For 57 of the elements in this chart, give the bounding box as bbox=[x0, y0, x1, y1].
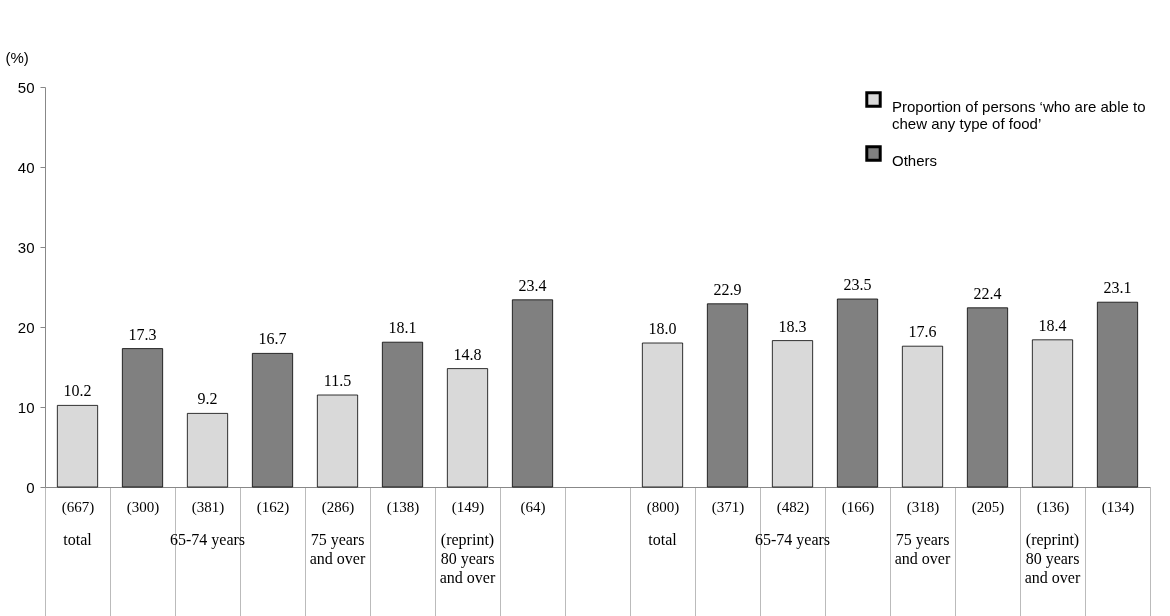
text: 75 years and over bbox=[309, 531, 366, 567]
y-axis-title: (%) bbox=[5, 48, 29, 66]
x-tick-label: (136) bbox=[1036, 498, 1070, 516]
bar bbox=[186, 413, 229, 488]
text: total bbox=[63, 531, 93, 548]
x-tick-label: (371) bbox=[711, 498, 745, 516]
data-label: 23.5 bbox=[843, 276, 872, 293]
data-label: 23.4 bbox=[518, 276, 547, 294]
x-tick-label: (166) bbox=[841, 498, 875, 516]
bar bbox=[1031, 339, 1074, 488]
bar bbox=[56, 405, 99, 488]
legend-label: Proportion of persons ‘who are able to chew any type of food’ bbox=[892, 97, 1146, 132]
data-label: 23.1 bbox=[1103, 279, 1132, 297]
y-tick-label: 20 bbox=[17, 318, 35, 336]
y-tick-label: 40 bbox=[17, 158, 35, 176]
y-tick-label: 10 bbox=[17, 398, 35, 416]
x-tick-label: (381) bbox=[191, 498, 225, 516]
x-tick-label: (667) bbox=[61, 498, 95, 516]
data-label: 18.0 bbox=[648, 320, 677, 337]
data-label: 22.4 bbox=[973, 284, 1002, 302]
x-tick-label: (149) bbox=[451, 498, 485, 516]
y-tick-label: 50 bbox=[17, 78, 35, 96]
data-label: 10.2 bbox=[63, 382, 92, 400]
data-label: 16.7 bbox=[258, 330, 287, 348]
y-tick-label: 0 bbox=[26, 478, 35, 496]
data-label: 11.5 bbox=[323, 372, 352, 389]
x-tick-label: (134) bbox=[1101, 498, 1135, 516]
text: total bbox=[648, 531, 678, 548]
text: 75 years and over bbox=[894, 531, 951, 567]
text: 65-74 years bbox=[754, 531, 831, 549]
data-label: 22.9 bbox=[713, 280, 742, 298]
legend-label: Others bbox=[892, 151, 938, 169]
x-tick-label: (800) bbox=[646, 498, 680, 516]
data-label: 18.4 bbox=[1038, 316, 1067, 334]
bar bbox=[771, 340, 814, 488]
x-tick-label: (318) bbox=[906, 498, 940, 516]
x-tick-label: (138) bbox=[386, 498, 420, 516]
bar bbox=[641, 342, 684, 488]
text: 65-74 years bbox=[169, 531, 246, 549]
data-label: 17.3 bbox=[128, 325, 157, 343]
text: (reprint) 80 years and over bbox=[439, 531, 496, 586]
data-label: 18.3 bbox=[778, 317, 807, 335]
data-label: 14.8 bbox=[453, 345, 482, 363]
data-label: 9.2 bbox=[197, 390, 218, 408]
x-tick-label: (162) bbox=[256, 498, 290, 516]
x-tick-label: (300) bbox=[126, 498, 160, 516]
bar bbox=[316, 394, 359, 488]
x-tick-label: (64) bbox=[520, 498, 546, 516]
x-tick-label: (482) bbox=[776, 498, 810, 516]
data-label: 18.1 bbox=[388, 319, 417, 337]
x-tick-label: (286) bbox=[321, 498, 355, 516]
text: (reprint) 80 years and over bbox=[1024, 531, 1081, 586]
y-tick-label: 30 bbox=[17, 238, 35, 256]
data-label: 17.6 bbox=[908, 323, 937, 341]
bar bbox=[901, 345, 944, 488]
bar bbox=[446, 368, 489, 488]
x-tick-label: (205) bbox=[971, 498, 1005, 516]
